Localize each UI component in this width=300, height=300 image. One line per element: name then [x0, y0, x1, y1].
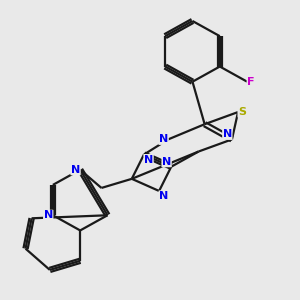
Text: F: F [247, 77, 255, 87]
Text: N: N [159, 191, 168, 201]
Text: N: N [223, 129, 232, 140]
Text: N: N [144, 154, 153, 165]
Text: N: N [44, 210, 53, 220]
Text: N: N [162, 157, 171, 167]
Text: S: S [238, 107, 246, 117]
Text: N: N [71, 165, 80, 175]
Text: N: N [159, 134, 168, 144]
